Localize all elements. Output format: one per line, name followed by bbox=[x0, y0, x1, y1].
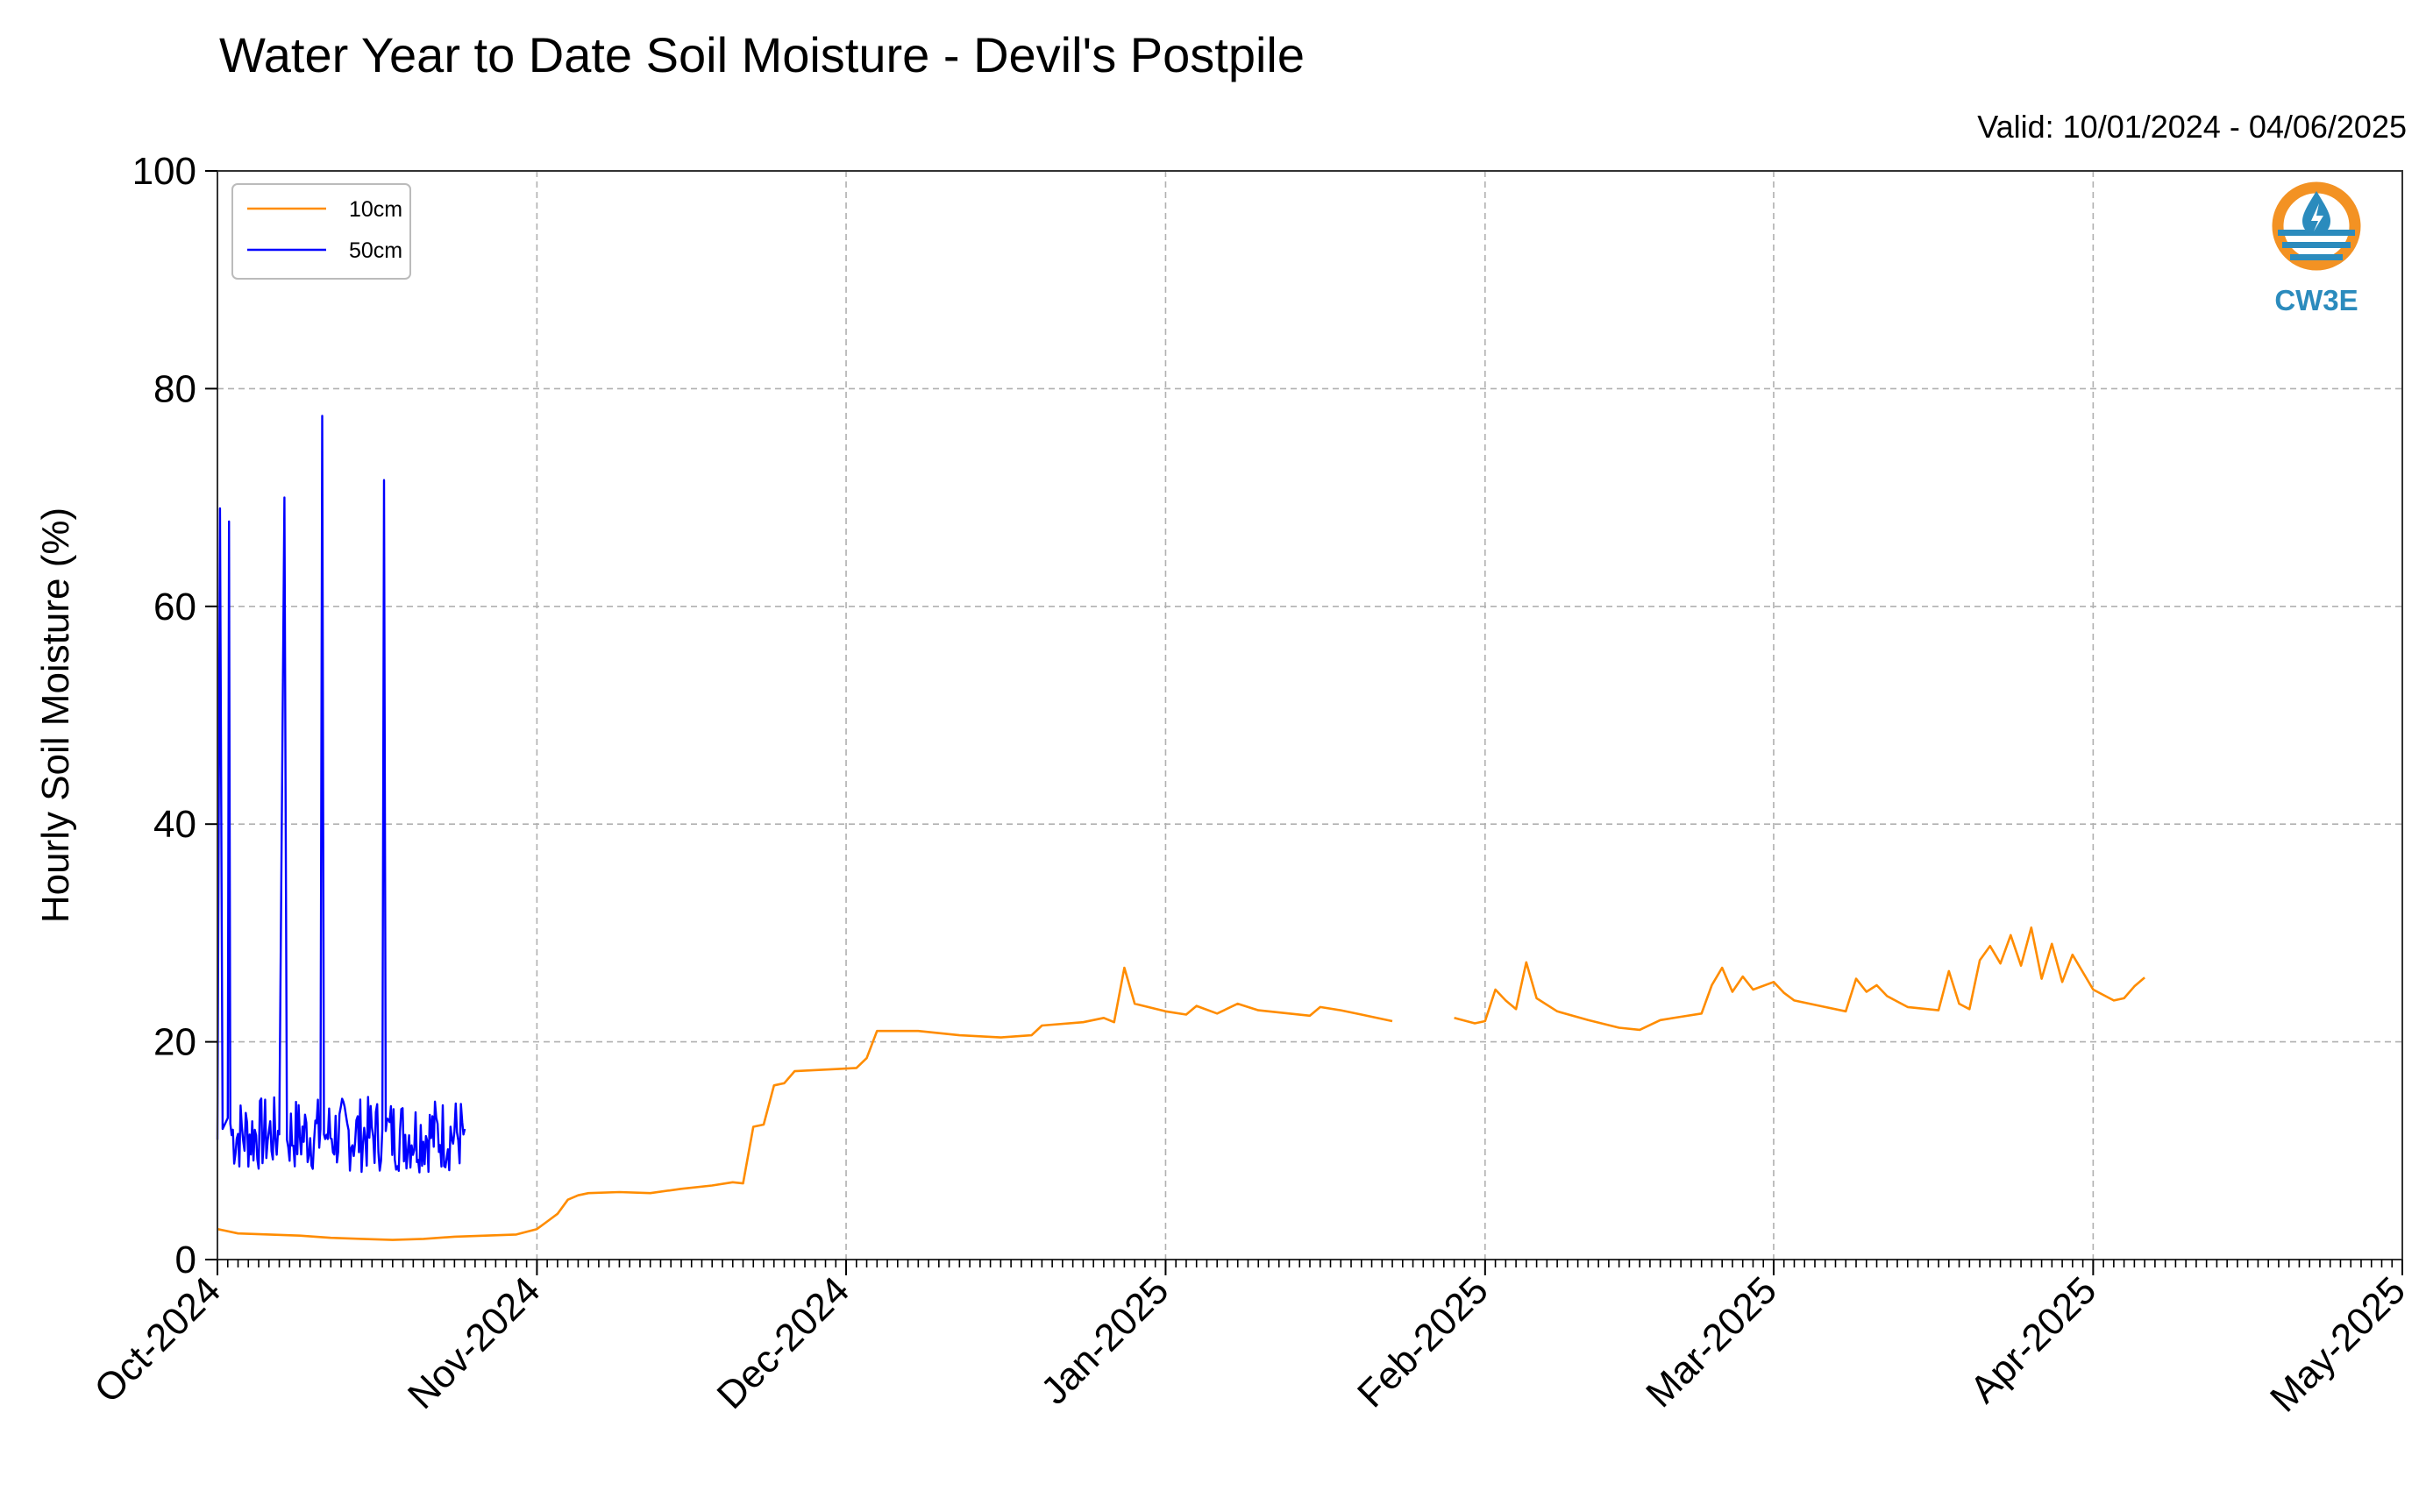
cw3e-logo: CW3E bbox=[2272, 181, 2361, 316]
series-line-10cm bbox=[217, 926, 2145, 1241]
logo-ring bbox=[2272, 181, 2361, 271]
grid-lines bbox=[217, 170, 2403, 1260]
series-layer bbox=[216, 415, 2145, 1241]
x-tick-label: Nov-2024 bbox=[400, 1268, 549, 1417]
x-tick-label: Oct-2024 bbox=[86, 1268, 229, 1411]
y-tick-label: 40 bbox=[153, 803, 196, 846]
y-tick-label: 0 bbox=[175, 1239, 196, 1281]
legend-label-10cm: 10cm bbox=[349, 197, 402, 222]
x-tick-label: Apr-2025 bbox=[1962, 1268, 2105, 1411]
logo-wave-2 bbox=[2282, 242, 2351, 248]
plot-frame bbox=[217, 170, 2403, 1260]
y-axis-label: Hourly Soil Moisture (%) bbox=[34, 508, 77, 923]
y-tick-label: 20 bbox=[153, 1021, 196, 1064]
x-tick-label: Jan-2025 bbox=[1033, 1268, 1177, 1412]
lightning-icon bbox=[2311, 203, 2323, 231]
legend-label-50cm: 50cm bbox=[349, 238, 402, 263]
chart-title: Water Year to Date Soil Moisture - Devil… bbox=[219, 27, 1305, 82]
axis-ticks: 0 20 40 60 80 100 Oct-2024 Nov-2024 Dec-2024 Jan-… bbox=[86, 150, 2414, 1420]
logo-wave-3 bbox=[2290, 254, 2343, 260]
y-tick-label: 100 bbox=[132, 150, 196, 193]
x-tick-label: May-2025 bbox=[2262, 1268, 2414, 1420]
x-tick-label: Dec-2024 bbox=[709, 1268, 858, 1417]
legend: 10cm 50cm bbox=[231, 183, 411, 280]
y-tick-label: 80 bbox=[153, 367, 196, 410]
valid-date-range: Valid: 10/01/2024 - 04/06/2025 bbox=[1977, 109, 2407, 145]
x-tick-label: Feb-2025 bbox=[1349, 1268, 1497, 1416]
series-line-50cm bbox=[216, 415, 466, 1174]
x-tick-label: Mar-2025 bbox=[1638, 1268, 1785, 1416]
y-tick-label: 60 bbox=[153, 586, 196, 628]
logo-text: CW3E bbox=[2274, 284, 2358, 316]
